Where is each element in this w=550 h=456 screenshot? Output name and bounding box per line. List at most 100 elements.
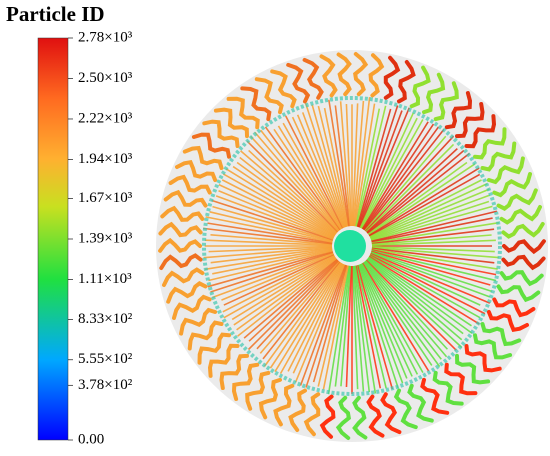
- outer-streak: [319, 394, 336, 439]
- streak: [353, 265, 371, 393]
- streak: [223, 255, 335, 319]
- streak: [371, 249, 497, 282]
- streak: [209, 211, 333, 243]
- streak: [371, 234, 492, 246]
- streak: [215, 195, 334, 240]
- streak: [304, 103, 347, 228]
- outer-streak: [499, 270, 544, 287]
- streak: [218, 189, 334, 240]
- streak: [371, 217, 493, 243]
- streak: [365, 143, 455, 233]
- streak: [371, 249, 497, 276]
- streak: [371, 239, 496, 247]
- streak: [240, 150, 338, 234]
- streak: [328, 99, 350, 227]
- streak: [352, 100, 365, 227]
- streak: [369, 254, 486, 315]
- streak: [356, 265, 394, 390]
- outer-streak: [162, 267, 205, 287]
- streak: [204, 248, 333, 271]
- streak: [254, 131, 340, 232]
- streak: [334, 105, 351, 227]
- streak: [237, 257, 337, 337]
- streak: [239, 156, 337, 235]
- streak: [369, 179, 482, 238]
- outer-streak: [455, 353, 491, 385]
- streak: [357, 105, 399, 228]
- outer-streak: [433, 81, 459, 122]
- streak: [203, 246, 333, 259]
- streak: [362, 262, 433, 366]
- outer-streak: [383, 55, 401, 100]
- streak: [246, 140, 339, 233]
- outer-streak: [158, 237, 202, 253]
- outer-streak: [335, 395, 351, 440]
- outer-streak: [464, 114, 497, 149]
- streak: [277, 125, 343, 230]
- outer-streak: [352, 395, 368, 440]
- streak: [367, 257, 464, 335]
- streak: [366, 149, 465, 234]
- streak: [248, 149, 338, 234]
- streak: [363, 261, 441, 368]
- streak: [351, 265, 359, 390]
- outer-streak: [368, 53, 385, 98]
- outer-streak: [486, 156, 525, 185]
- streak: [248, 258, 338, 342]
- outer-streak: [240, 86, 272, 122]
- outer-streak: [464, 344, 502, 373]
- streak: [370, 188, 490, 240]
- streak: [355, 265, 387, 389]
- streak: [366, 258, 463, 348]
- streak: [371, 250, 491, 286]
- outer-streak: [432, 370, 464, 406]
- streak: [317, 265, 349, 387]
- streak: [284, 115, 344, 229]
- streak: [354, 265, 377, 394]
- streak: [358, 110, 403, 228]
- colorbar: [37, 37, 69, 441]
- streak: [269, 262, 342, 369]
- streak: [243, 258, 338, 339]
- streak: [223, 253, 335, 306]
- streak: [364, 135, 447, 232]
- streak: [218, 183, 335, 239]
- outer-streak: [288, 388, 307, 432]
- streak: [259, 129, 341, 231]
- outer-streak: [393, 388, 418, 430]
- streak: [236, 161, 337, 235]
- outer-streak: [168, 174, 212, 195]
- streak: [299, 264, 346, 386]
- streak: [360, 117, 418, 229]
- streak: [362, 123, 435, 230]
- outer-streak: [473, 333, 513, 360]
- streak: [371, 228, 495, 245]
- streak: [262, 261, 341, 360]
- streak: [282, 122, 343, 229]
- outer-streak: [303, 392, 321, 437]
- streak: [263, 261, 341, 367]
- outer-streak: [231, 362, 260, 401]
- streak: [264, 126, 341, 231]
- outer-streak: [175, 159, 218, 182]
- streak: [355, 105, 387, 227]
- outer-streak: [202, 119, 240, 148]
- outer-streak: [286, 62, 311, 104]
- streak: [370, 194, 491, 240]
- outer-streak: [219, 353, 249, 390]
- streak: [369, 253, 481, 306]
- streak: [334, 265, 351, 387]
- streak: [371, 205, 493, 242]
- tick-label: 2.22×10³: [78, 110, 133, 126]
- streak: [273, 128, 342, 230]
- streak: [352, 265, 365, 392]
- outer-streak: [455, 102, 485, 139]
- streak: [358, 264, 404, 384]
- streak: [360, 263, 419, 375]
- outer-streak: [499, 205, 542, 225]
- streak: [322, 265, 349, 390]
- outer-streak: [492, 172, 532, 198]
- streak: [357, 264, 399, 389]
- streak: [368, 255, 480, 325]
- streak: [361, 119, 424, 229]
